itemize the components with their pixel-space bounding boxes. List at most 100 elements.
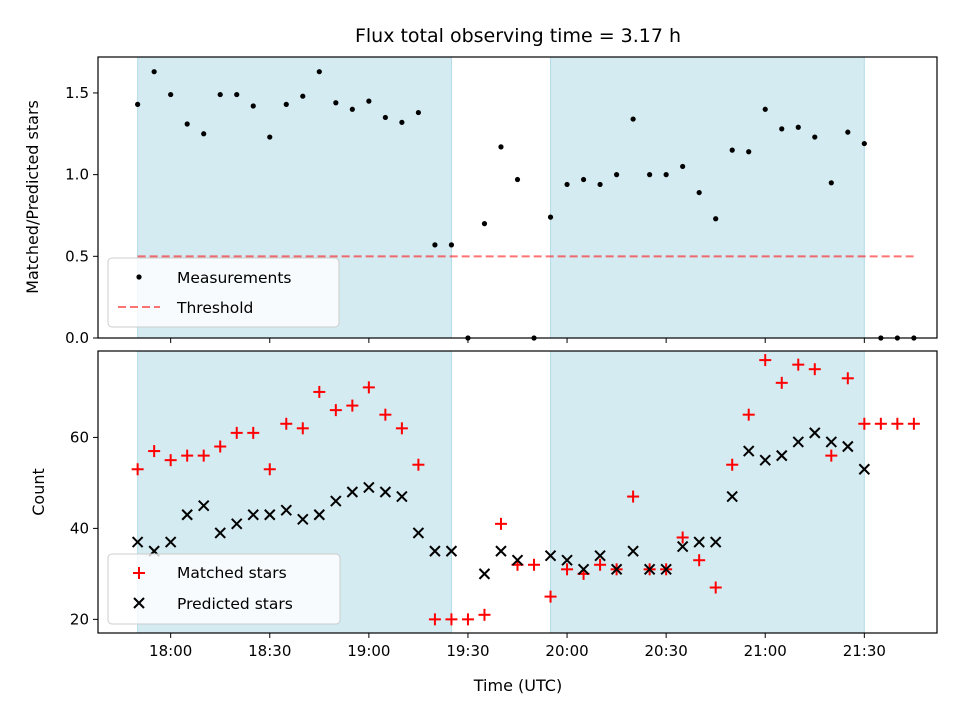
observing-window-shade (550, 56, 865, 339)
predicted-star-point (214, 527, 226, 539)
measurement-point (564, 181, 570, 188)
predicted-star-point (776, 449, 788, 462)
matched-star-point (693, 554, 706, 567)
matched-star-point (461, 613, 474, 626)
matched-star-point (148, 445, 161, 458)
measurement-point (432, 242, 438, 248)
predicted-star-point (858, 463, 871, 475)
measurement-point (201, 131, 207, 137)
predicted-star-point (660, 563, 672, 576)
measurement-point (547, 214, 554, 220)
matched-star-point (561, 563, 574, 576)
measurement-point (415, 109, 422, 116)
measurement-point (349, 106, 355, 112)
measurement-point (184, 121, 190, 127)
predicted-star-point (511, 554, 524, 566)
measurement-point (283, 101, 289, 107)
matched-star-point (313, 385, 326, 398)
measurement-point (647, 172, 653, 178)
matched-star-point (676, 531, 689, 544)
matched-star-point (214, 440, 227, 453)
matched-star-point (280, 417, 293, 430)
predicted-star-point (577, 563, 590, 576)
predicted-star-point (709, 536, 722, 548)
predicted-star-point (825, 436, 838, 448)
measurement-point (680, 163, 686, 170)
matched-star-point (775, 376, 788, 389)
predicted-star-point (792, 436, 804, 448)
x-tick-label: 20:30 (645, 642, 688, 660)
measurement-point (498, 144, 504, 150)
top-legend-box (107, 257, 340, 328)
matched-star-point (181, 449, 194, 462)
x-tick-label: 21:30 (843, 642, 886, 660)
predicted-star-point (759, 454, 771, 466)
predicted-star-point (181, 509, 193, 521)
top-plot-frame (97, 56, 938, 339)
matched-star-point (164, 454, 177, 467)
measurement-point (217, 91, 223, 98)
predicted-star-point (264, 509, 276, 521)
matched-star-point (742, 408, 755, 421)
y-tick-label: 40 (70, 519, 89, 537)
predicted-star-point (131, 536, 144, 548)
y-tick-label: 20 (70, 610, 89, 628)
predicted-star-point (197, 499, 210, 512)
matched-star-point (627, 490, 640, 503)
measurement-point (151, 69, 157, 75)
measurement-point (234, 91, 240, 98)
matched-star-point (428, 613, 441, 626)
bottom-panel: 18:00 18:30 19:00 19:30 20:00 20:30 21:00 21:30… (29, 350, 938, 660)
measurement-point (514, 176, 521, 183)
matched-star-point (891, 417, 904, 430)
measurement-point (845, 129, 851, 135)
predicted-star-point (313, 509, 326, 521)
y-tick-label: 0.5 (65, 247, 89, 265)
predicted-star-point (561, 554, 573, 566)
predicted-star-point (676, 540, 689, 553)
matched-star-point (346, 399, 359, 412)
bottom-y-axis-label: Count (29, 468, 48, 516)
legend-measurements-label: Measurements (177, 269, 292, 287)
measurement-point (300, 93, 306, 99)
legend-matched-marker (133, 567, 145, 579)
bottom-legend: Matched stars Predicted stars (107, 553, 341, 625)
matched-star-point (544, 590, 557, 603)
matched-star-point (247, 426, 260, 439)
matched-star-point (528, 558, 541, 571)
matched-star-point (296, 422, 309, 435)
predicted-star-point (429, 545, 441, 557)
bottom-x-ticks: 18:00 18:30 19:00 19:30 20:00 20:30 21:00 21:30 (149, 633, 886, 660)
predicted-star-point (396, 490, 408, 503)
matched-star-point (362, 381, 375, 394)
predicted-star-point (743, 445, 755, 457)
measurement-point (663, 172, 669, 178)
measurement-point (135, 101, 141, 107)
top-y-axis-label: Matched/Predicted stars (23, 100, 42, 294)
predicted-star-point (363, 481, 375, 494)
matched-star-point (329, 404, 342, 417)
top-y-ticks: 0.0 0.5 1.0 1.5 (65, 84, 98, 347)
y-tick-label: 1.5 (65, 84, 89, 102)
x-tick-label: 18:30 (248, 642, 291, 660)
predicted-star-point (726, 490, 738, 503)
measurement-points (135, 69, 917, 341)
measurement-point (333, 100, 339, 106)
predicted-star-point (693, 536, 705, 548)
matched-star-point (858, 417, 871, 430)
measurement-point (168, 91, 174, 98)
legend-predicted-label: Predicted stars (177, 595, 293, 613)
y-tick-label: 60 (70, 428, 89, 446)
top-legend: Measurements Threshold (107, 257, 340, 328)
measurement-point (597, 181, 603, 188)
matched-star-point (379, 408, 392, 421)
measurement-point (696, 189, 702, 196)
matched-star-point (478, 608, 491, 621)
measurement-point (481, 221, 488, 227)
predicted-star-point (627, 545, 639, 557)
predicted-star-point (478, 568, 491, 580)
measurement-point (382, 114, 388, 121)
predicted-star-point (330, 495, 342, 507)
measurement-point (250, 103, 256, 109)
